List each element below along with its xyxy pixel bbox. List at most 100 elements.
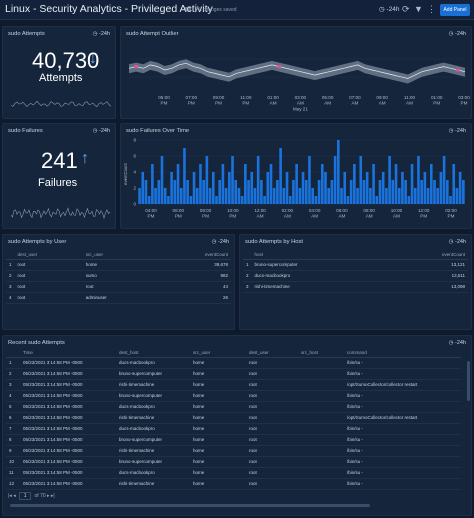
bar [362,180,366,204]
time-range-picker[interactable]: ◷ -24h [379,5,400,13]
panel-time-range[interactable]: ◷ -24h [448,239,466,245]
table-row[interactable]: 8 05/23/2021 3:14:58 PM -0500 bruno-superc… [6,434,461,446]
y-tick-label: 6 [133,154,136,159]
x-tick-label: AM [338,214,345,219]
table-pager: |◂ ◂ 1 of 70 ▸ ▸| [8,492,55,500]
bar [202,180,205,204]
panel-time-range[interactable]: ◷ -24h [448,31,466,37]
x-date-label: May 21 [293,107,309,112]
panel-attempt-outlier: sudo Attempt Outlier ◷ -24h 05:00 PM 07:00… [120,26,472,119]
bar [439,172,443,204]
table-row[interactable]: 12 05/23/2021 3:14:58 PM -0500 rishi-timem… [6,478,461,490]
column-header[interactable]: eventCount [154,250,231,260]
table-row[interactable]: 7 05/23/2021 3:14:58 PM -0500 ducs-macbook… [6,423,461,435]
table-cell: 39,678 [154,259,231,271]
table-row[interactable]: 10 05/23/2021 3:14:58 PM -0500 bruno-super… [6,456,461,468]
row-index: 1 [6,259,15,271]
table-cell: root [246,456,298,468]
bar [151,164,154,204]
column-header[interactable]: host [251,250,388,260]
table-cell: /opt/SumoCollector/collector restart [344,379,461,391]
table-cell: root [246,423,298,435]
by-user-table: dest_user src_user eventCount 1 root home 3… [6,250,231,304]
bar [195,188,199,204]
x-tick-label: 01:00 [267,95,279,100]
table-row[interactable]: 3 05/23/2021 3:14:58 PM -0500 rishi-timema… [6,379,461,391]
outlier-marker [277,65,282,69]
column-header[interactable]: dest_user [246,348,298,358]
vertical-scrollbar[interactable] [467,361,470,401]
add-panel-button[interactable]: Add Panel [440,4,470,16]
table-cell: ducs-macbookpro [116,467,190,479]
bar [381,172,385,204]
table-cell: home [190,368,246,380]
table-row[interactable]: 1 root home 39,678 [6,259,231,271]
table-row[interactable]: 3 root root 44 [6,281,231,293]
bar [154,188,157,204]
table-cell: home [190,357,246,369]
column-header[interactable]: src_user [190,348,246,358]
horizontal-scrollbar[interactable] [10,504,370,507]
x-tick-label: PM [242,101,249,106]
recent-attempts-table: Time dest_host src_user dest_user src_ho… [6,348,461,490]
bar [314,196,318,204]
table-cell: bruno-supercomputer [116,456,190,468]
table-cell: /bin/su - [344,456,461,468]
bar [173,180,177,204]
column-header[interactable]: src_host [298,348,344,358]
row-index: 1 [243,259,252,271]
table-row[interactable]: 2 ducs-macbookpro 13,511 [243,270,468,282]
panel-time-range[interactable]: ◷ -24h [448,340,466,346]
bar [276,180,279,204]
bar [372,164,375,204]
table-cell: bruno-supercomputer [251,259,388,271]
page-number-input[interactable]: 1 [19,492,32,500]
refresh-icon[interactable]: ⟳ [402,4,410,14]
column-header[interactable]: src_user [82,250,155,260]
table-row[interactable]: 3 rishi-timemachine 13,098 [243,281,468,293]
table-row[interactable]: 4 root adminuser 26 [6,292,231,304]
bar [266,172,270,204]
last-page-icon[interactable]: ▸| [50,493,55,499]
panel-time-range[interactable]: ◷ -24h [211,239,229,245]
row-index: 1 [6,357,20,369]
x-tick-label: PM [188,101,195,106]
table-row[interactable]: 2 root sumo 982 [6,270,231,282]
table-row[interactable]: 11 05/23/2021 3:14:58 PM -0500 ducs-macboo… [6,467,461,479]
table-row[interactable]: 1 bruno-supercomputer 13,121 [243,259,468,271]
filter-icon[interactable]: ▼ [414,4,423,14]
column-header[interactable]: dest_user [14,250,83,260]
y-tick-label: 0 [133,202,136,207]
first-page-icon[interactable]: |◂ [8,493,12,499]
panel-time-range[interactable]: ◷ -24h [92,31,110,37]
column-header[interactable]: dest_host [116,348,190,358]
column-header[interactable]: Time [20,348,116,358]
table-row[interactable]: 5 05/23/2021 3:14:58 PM -0500 ducs-macbook… [6,401,461,413]
table-cell: ducs-macbookpro [116,423,190,435]
table-row[interactable]: 9 05/23/2021 3:14:58 PM -0500 rishi-timema… [6,445,461,457]
table-row[interactable]: 4 05/23/2021 3:14:58 PM -0500 bruno-superc… [6,390,461,402]
prev-page-icon[interactable]: ◂ [13,493,16,499]
bar [138,188,141,204]
panel-time-range[interactable]: ◷ -24h [92,128,110,134]
dashboard-header: Linux - Security Analytics - Privileged … [0,0,474,20]
panel-title: sudo Attempt Outlier [126,31,179,37]
table-row[interactable]: 2 05/23/2021 3:14:58 PM -0500 bruno-superc… [6,368,461,380]
bar [167,196,170,204]
column-header[interactable]: eventCount [387,250,468,260]
filter-settings-icon[interactable]: ⇌ [184,4,192,14]
x-tick-label: 08:00 [200,208,212,213]
bar [237,188,241,204]
next-page-icon[interactable]: ▸ [47,493,50,499]
table-cell: root [246,357,298,369]
table-cell: rishi-timemachine [116,445,190,457]
bar [160,156,164,204]
x-tick-label: 10:00 [391,208,403,213]
table-cell: 13,511 [387,270,468,282]
more-options-icon[interactable]: ⋮ [427,4,436,14]
table-row[interactable]: 6 05/23/2021 3:14:58 PM -0500 rishi-timema… [6,412,461,424]
column-header[interactable]: command [344,348,461,358]
table-row[interactable]: 1 05/23/2021 3:14:58 PM -0500 ducs-macbook… [6,357,461,369]
panel-time-range[interactable]: ◷ -24h [448,128,466,134]
bar [263,196,266,204]
